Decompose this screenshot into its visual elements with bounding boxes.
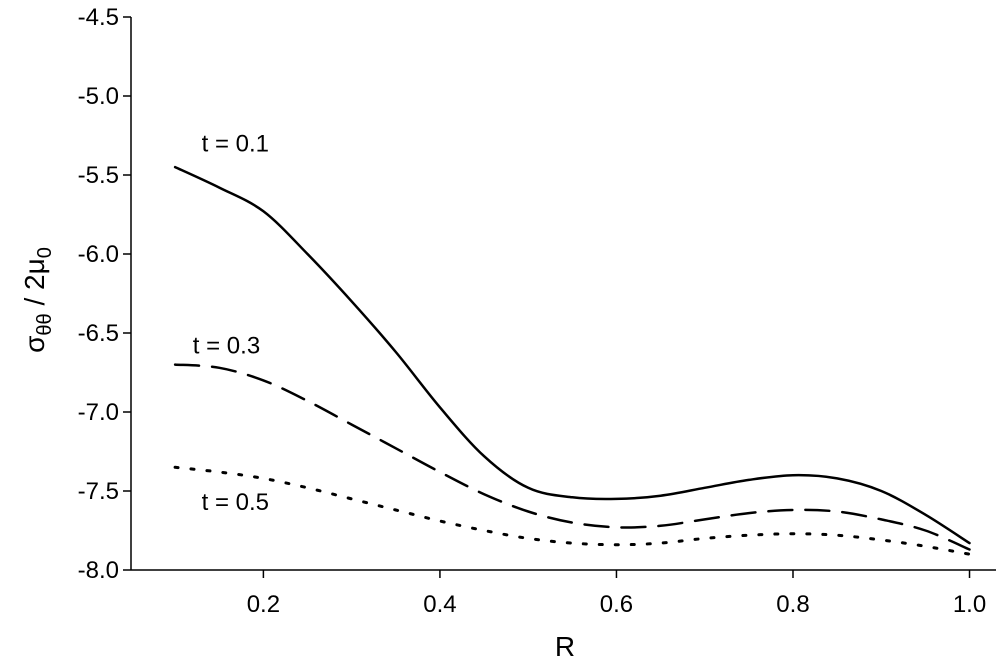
x-axis-ticks: 0.2 0.4 0.6 0.8 1.0 bbox=[247, 570, 986, 618]
x-tick-label: 0.8 bbox=[776, 591, 809, 618]
series-lines bbox=[173, 165, 971, 556]
y-axis-label-sub2: 0 bbox=[34, 247, 56, 258]
y-tick-label: -7.5 bbox=[78, 478, 119, 505]
series-annotation: t = 0.5 bbox=[202, 489, 269, 516]
x-tick-label: 0.4 bbox=[423, 591, 456, 618]
annotations: t = 0.1 t = 0.3 t = 0.5 bbox=[193, 130, 269, 516]
y-axis-label: σθθ / 2μ0 bbox=[19, 247, 56, 353]
x-axis-label: R bbox=[555, 631, 575, 662]
series-annotation: t = 0.1 bbox=[202, 130, 269, 157]
y-tick-label: -5.5 bbox=[78, 162, 119, 189]
y-axis-ticks: -4.5 -5.0 -5.5 -6.0 -6.5 -7.0 -7.5 -8.0 bbox=[78, 4, 131, 584]
y-tick-label: -5.0 bbox=[78, 83, 119, 110]
x-tick-label: 0.2 bbox=[247, 591, 280, 618]
y-tick-label: -6.5 bbox=[78, 320, 119, 347]
x-tick-label: 0.6 bbox=[600, 591, 633, 618]
axes bbox=[130, 17, 996, 571]
y-tick-label: -6.0 bbox=[78, 241, 119, 268]
series-line-solid bbox=[173, 165, 971, 545]
x-tick-label: 1.0 bbox=[953, 591, 986, 618]
y-tick-label: -7.0 bbox=[78, 399, 119, 426]
y-axis-label-base: σ bbox=[19, 336, 50, 353]
series-annotation: t = 0.3 bbox=[193, 333, 260, 360]
series-line-dashed bbox=[173, 363, 971, 551]
y-tick-label: -8.0 bbox=[78, 557, 119, 584]
y-axis-label-sub1: θθ bbox=[34, 313, 56, 335]
y-axis-label-mid: / 2μ bbox=[19, 258, 50, 313]
y-tick-label: -4.5 bbox=[78, 4, 119, 31]
